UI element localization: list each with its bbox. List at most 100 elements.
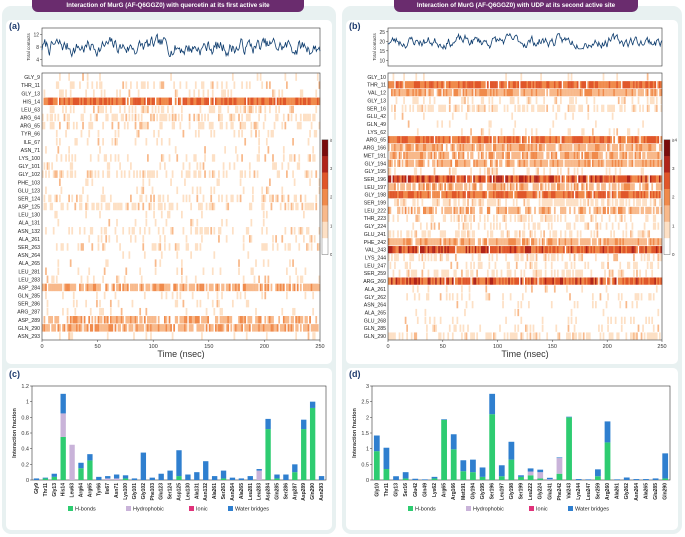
timeline-residue-label: GLU_123	[18, 188, 40, 194]
timeline-cell	[660, 253, 663, 262]
timeline-cell	[553, 206, 556, 215]
timeline-cell	[599, 222, 602, 230]
timeline-cell	[552, 81, 555, 89]
timeline-cell	[133, 202, 135, 211]
timeline-cell	[157, 243, 160, 251]
timeline-cell	[164, 316, 166, 324]
timeline-cell	[493, 198, 495, 207]
timeline-cell	[572, 238, 574, 246]
timeline-cell	[567, 73, 570, 81]
timeline-cell	[654, 214, 657, 222]
timeline-cell	[464, 175, 466, 183]
timeline-cell	[145, 105, 148, 114]
timeline-cell	[43, 162, 46, 170]
timeline-cell	[412, 143, 415, 152]
timeline-cell	[558, 175, 561, 183]
timeline-cell	[293, 307, 296, 316]
timeline-cell	[235, 324, 237, 332]
timeline-cell	[289, 324, 291, 332]
timeline-xtick-label: 100	[493, 344, 502, 350]
timeline-cell	[488, 191, 491, 199]
timeline-cell	[66, 202, 69, 211]
timeline-cell	[611, 183, 614, 191]
timeline-cell	[412, 89, 415, 97]
timeline-cell	[211, 105, 214, 114]
timeline-cell	[651, 316, 654, 324]
timeline-cell	[567, 183, 570, 191]
timeline-cell	[66, 121, 69, 130]
timeline-cell	[182, 194, 185, 203]
timeline-cell	[136, 170, 138, 178]
timeline-cell	[147, 97, 149, 106]
timeline-cell	[573, 143, 576, 152]
timeline-cell	[622, 175, 625, 183]
timeline-cell	[176, 283, 179, 292]
bar-category-label: Leu63	[70, 483, 76, 498]
timeline-cell	[88, 235, 91, 243]
bar-category-label: Asn71	[114, 483, 120, 498]
contacts-ytick-label: 15	[379, 49, 385, 55]
timeline-cell	[79, 324, 81, 332]
timeline-cell	[553, 159, 556, 167]
timeline-cell	[441, 136, 443, 144]
timeline-cell	[265, 81, 268, 89]
timeline-cell	[567, 316, 570, 324]
timeline-cell	[103, 324, 106, 332]
timeline-cell	[590, 89, 593, 97]
timeline-cell	[570, 183, 573, 191]
timeline-cell	[465, 159, 468, 167]
timeline-cell	[531, 136, 533, 144]
timeline-cell	[176, 251, 179, 259]
timeline-cell	[515, 246, 518, 254]
timeline-cell	[409, 183, 412, 191]
timeline-cell	[576, 269, 579, 277]
timeline-cell	[514, 89, 517, 97]
timeline-cell	[471, 143, 474, 152]
timeline-cell	[273, 97, 276, 106]
timeline-cell	[556, 191, 559, 199]
timeline-cell	[477, 261, 480, 270]
timeline-cell	[448, 324, 451, 332]
timeline-cell	[157, 194, 160, 203]
timeline-cell	[579, 269, 582, 277]
timeline-cell	[461, 175, 463, 183]
timeline-cell	[262, 202, 265, 211]
timeline-residue-label: GLN_285	[364, 326, 386, 332]
bar-water-bridges	[441, 419, 447, 420]
timeline-cell	[394, 183, 396, 191]
timeline-cell	[247, 283, 250, 292]
timeline-cell	[244, 105, 247, 114]
timeline-cell	[540, 89, 542, 97]
timeline-cell	[187, 243, 189, 251]
timeline-cell	[222, 170, 225, 178]
timeline-cell	[546, 206, 549, 215]
timeline-cell	[590, 191, 593, 199]
timeline-cell	[607, 277, 609, 285]
timeline-cell	[630, 277, 632, 285]
timeline-cell	[643, 175, 646, 183]
bar-water-bridges	[60, 393, 66, 414]
timeline-cell	[412, 183, 415, 191]
timeline-cell	[534, 136, 536, 144]
timeline-cell	[477, 104, 480, 112]
timeline-cell	[488, 332, 491, 340]
timeline-cell	[415, 175, 418, 183]
timeline-cell	[423, 151, 425, 160]
timeline-cell	[456, 159, 459, 167]
timeline-cell	[585, 238, 588, 246]
timeline-cell	[499, 81, 501, 89]
timeline-cell	[194, 129, 197, 138]
timeline-cell	[406, 191, 408, 199]
timeline-cell	[423, 206, 425, 215]
timeline-cell	[114, 154, 117, 162]
timeline-cell	[531, 89, 533, 97]
timeline-cell	[620, 277, 623, 285]
timeline-cell	[54, 170, 57, 178]
timeline-cell	[459, 246, 462, 254]
timeline-cell	[480, 128, 483, 136]
timeline-cell	[210, 202, 213, 211]
timeline-cell	[241, 97, 243, 106]
timeline-cell	[123, 105, 126, 114]
timeline-cell	[450, 246, 453, 254]
bar-category-label: Gln285	[275, 483, 281, 500]
